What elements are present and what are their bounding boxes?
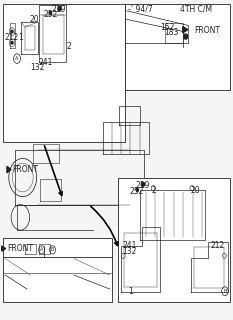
Circle shape bbox=[11, 41, 13, 44]
Text: 183: 183 bbox=[164, 28, 178, 37]
Text: 2: 2 bbox=[152, 186, 157, 195]
Text: 1: 1 bbox=[18, 33, 23, 42]
Bar bbox=[118, 178, 230, 302]
Text: 252: 252 bbox=[130, 187, 144, 196]
Text: FRONT: FRONT bbox=[195, 26, 221, 35]
Circle shape bbox=[141, 182, 144, 187]
Text: 219: 219 bbox=[135, 181, 149, 190]
Text: 252: 252 bbox=[43, 11, 58, 20]
Circle shape bbox=[49, 11, 51, 14]
Text: B: B bbox=[51, 247, 54, 252]
Bar bbox=[3, 4, 125, 142]
Text: 212: 212 bbox=[211, 241, 225, 250]
Text: 1: 1 bbox=[128, 287, 133, 296]
Text: 2: 2 bbox=[66, 42, 71, 51]
Text: 20: 20 bbox=[191, 186, 200, 195]
Circle shape bbox=[11, 30, 13, 33]
Circle shape bbox=[58, 6, 61, 11]
Text: A: A bbox=[15, 56, 19, 61]
FancyArrowPatch shape bbox=[91, 206, 118, 245]
Circle shape bbox=[184, 34, 188, 39]
Text: FRONT: FRONT bbox=[7, 244, 33, 253]
Text: 241: 241 bbox=[122, 241, 137, 250]
Circle shape bbox=[136, 188, 138, 192]
Bar bbox=[3, 238, 112, 302]
Text: A: A bbox=[40, 247, 43, 252]
Polygon shape bbox=[2, 246, 6, 251]
Text: B: B bbox=[223, 289, 227, 294]
Text: -’ 94/7: -’ 94/7 bbox=[128, 4, 153, 13]
Text: 20: 20 bbox=[30, 15, 39, 24]
Text: 152: 152 bbox=[160, 23, 174, 32]
FancyArrowPatch shape bbox=[45, 146, 62, 196]
Text: 132: 132 bbox=[30, 63, 44, 72]
Bar bbox=[125, 4, 230, 90]
Text: 241: 241 bbox=[39, 58, 53, 67]
Polygon shape bbox=[183, 27, 188, 33]
Polygon shape bbox=[7, 166, 11, 173]
Text: 212: 212 bbox=[5, 33, 19, 42]
Text: 132: 132 bbox=[122, 247, 137, 256]
Text: 4TH C/M: 4TH C/M bbox=[181, 4, 212, 13]
Text: 219: 219 bbox=[52, 5, 66, 14]
Text: FRONT: FRONT bbox=[12, 165, 38, 174]
